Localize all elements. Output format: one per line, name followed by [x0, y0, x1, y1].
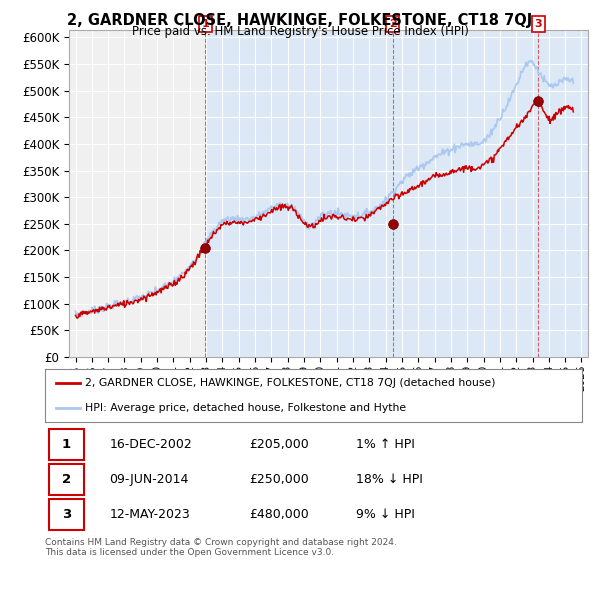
Text: 1: 1 [202, 19, 209, 29]
Bar [205, 30, 393, 357]
Text: 2, GARDNER CLOSE, HAWKINGE, FOLKESTONE, CT18 7QJ (detached house): 2, GARDNER CLOSE, HAWKINGE, FOLKESTONE, … [85, 378, 496, 388]
FancyBboxPatch shape [49, 464, 84, 494]
Text: HPI: Average price, detached house, Folkestone and Hythe: HPI: Average price, detached house, Folk… [85, 402, 406, 412]
Text: 1% ↑ HPI: 1% ↑ HPI [356, 438, 415, 451]
FancyBboxPatch shape [49, 499, 84, 530]
Text: 09-JUN-2014: 09-JUN-2014 [109, 473, 189, 486]
Text: 9% ↓ HPI: 9% ↓ HPI [356, 508, 415, 521]
Bar [393, 30, 538, 357]
Text: £250,000: £250,000 [249, 473, 309, 486]
Text: Price paid vs. HM Land Registry's House Price Index (HPI): Price paid vs. HM Land Registry's House … [131, 25, 469, 38]
Text: 2: 2 [389, 19, 397, 29]
Text: 16-DEC-2002: 16-DEC-2002 [109, 438, 192, 451]
Text: 2: 2 [62, 473, 71, 486]
Text: 12-MAY-2023: 12-MAY-2023 [109, 508, 190, 521]
Text: £205,000: £205,000 [249, 438, 309, 451]
Text: 18% ↓ HPI: 18% ↓ HPI [356, 473, 424, 486]
Bar [538, 30, 588, 357]
Text: 2, GARDNER CLOSE, HAWKINGE, FOLKESTONE, CT18 7QJ: 2, GARDNER CLOSE, HAWKINGE, FOLKESTONE, … [67, 13, 533, 28]
Text: 3: 3 [535, 19, 542, 29]
Text: Contains HM Land Registry data © Crown copyright and database right 2024.
This d: Contains HM Land Registry data © Crown c… [45, 538, 397, 558]
Text: 3: 3 [62, 508, 71, 521]
Text: £480,000: £480,000 [249, 508, 309, 521]
FancyBboxPatch shape [49, 429, 84, 460]
Text: 1: 1 [62, 438, 71, 451]
